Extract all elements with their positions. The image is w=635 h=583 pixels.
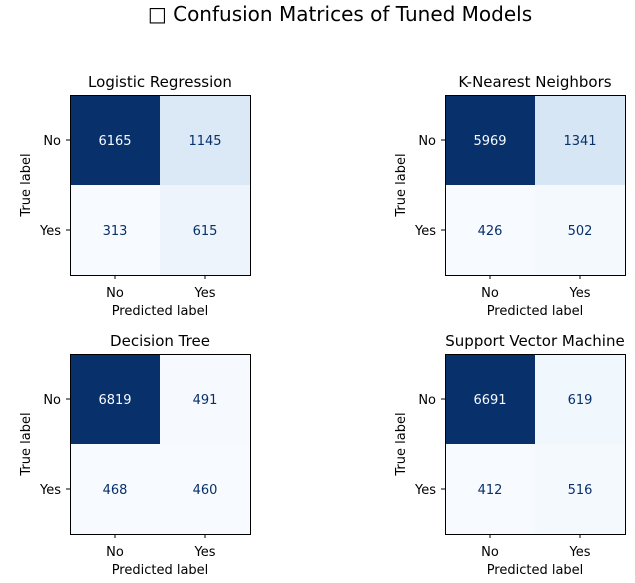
matrix-cell — [70, 444, 160, 534]
x-axis-label: Predicted label — [487, 563, 584, 578]
y-tick-label: Yes — [414, 224, 436, 239]
cell-value-label: 468 — [103, 483, 128, 498]
matrix-cell — [535, 354, 625, 444]
matrix-frame — [445, 95, 626, 276]
panel-title: K-Nearest Neighbors — [458, 73, 611, 91]
cell-value-label: 615 — [193, 224, 218, 239]
cell-value-label: 1145 — [188, 134, 221, 149]
matrix-cell — [160, 95, 250, 185]
panels-group: Logistic Regression 6165 1145 313 615 No Yes No… — [19, 73, 626, 578]
x-tick-label: No — [481, 286, 499, 301]
x-tick-label: No — [481, 545, 499, 560]
confusion-matrix-panel: Support Vector Machine 6691 619 412 516 No Yes… — [394, 332, 626, 578]
matrix-cell — [535, 95, 625, 185]
matrix-cell — [535, 185, 625, 275]
y-axis-label: True label — [19, 412, 34, 476]
matrix-cell — [160, 354, 250, 444]
y-tick-label: Yes — [414, 483, 436, 498]
panel-title: Decision Tree — [110, 332, 210, 350]
y-axis-label: True label — [19, 153, 34, 217]
cell-value-label: 412 — [478, 483, 503, 498]
x-tick-label: Yes — [194, 286, 216, 301]
cell-value-label: 5969 — [473, 134, 506, 149]
x-axis-label: Predicted label — [112, 563, 209, 578]
matrix-cell — [445, 354, 535, 444]
matrix-cell — [160, 185, 250, 275]
x-tick-label: No — [106, 545, 124, 560]
x-tick-label: Yes — [569, 286, 591, 301]
cell-value-label: 460 — [193, 483, 218, 498]
confusion-matrix-panel: Decision Tree 6819 491 468 460 No Yes No Yes Pred… — [19, 332, 251, 578]
x-tick-label: No — [106, 286, 124, 301]
panel-title: Support Vector Machine — [445, 332, 624, 350]
x-axis-label: Predicted label — [487, 304, 584, 319]
matrix-cell — [70, 95, 160, 185]
cell-value-label: 6819 — [98, 393, 131, 408]
cell-value-label: 1341 — [563, 134, 596, 149]
matrix-cell — [70, 185, 160, 275]
y-tick-label: No — [43, 393, 61, 408]
y-tick-label: No — [418, 393, 436, 408]
y-tick-label: Yes — [39, 224, 61, 239]
matrix-cell — [445, 444, 535, 534]
matrix-cell — [70, 354, 160, 444]
y-axis-label: True label — [394, 153, 409, 217]
matrix-frame — [70, 354, 251, 535]
cell-value-label: 313 — [103, 224, 128, 239]
x-axis-label: Predicted label — [112, 304, 209, 319]
matrix-cell — [535, 444, 625, 534]
cell-value-label: 6165 — [98, 134, 131, 149]
y-tick-label: Yes — [39, 483, 61, 498]
y-tick-label: No — [43, 134, 61, 149]
y-tick-label: No — [418, 134, 436, 149]
y-axis-label: True label — [394, 412, 409, 476]
cell-value-label: 426 — [478, 224, 503, 239]
cell-value-label: 502 — [568, 224, 593, 239]
cell-value-label: 6691 — [473, 393, 506, 408]
figure-title: □ Confusion Matrices of Tuned Models — [148, 2, 532, 26]
panel-title: Logistic Regression — [88, 73, 232, 91]
matrix-cell — [445, 185, 535, 275]
cell-value-label: 491 — [193, 393, 218, 408]
cell-value-label: 516 — [568, 483, 593, 498]
matrix-frame — [445, 354, 626, 535]
x-tick-label: Yes — [569, 545, 591, 560]
confusion-matrix-panel: Logistic Regression 6165 1145 313 615 No Yes No… — [19, 73, 251, 319]
confusion-matrix-panel: K-Nearest Neighbors 5969 1341 426 502 No Yes No… — [394, 73, 626, 319]
matrix-frame — [70, 95, 251, 276]
matrix-cell — [160, 444, 250, 534]
x-tick-label: Yes — [194, 545, 216, 560]
cell-value-label: 619 — [568, 393, 593, 408]
matrix-cell — [445, 95, 535, 185]
